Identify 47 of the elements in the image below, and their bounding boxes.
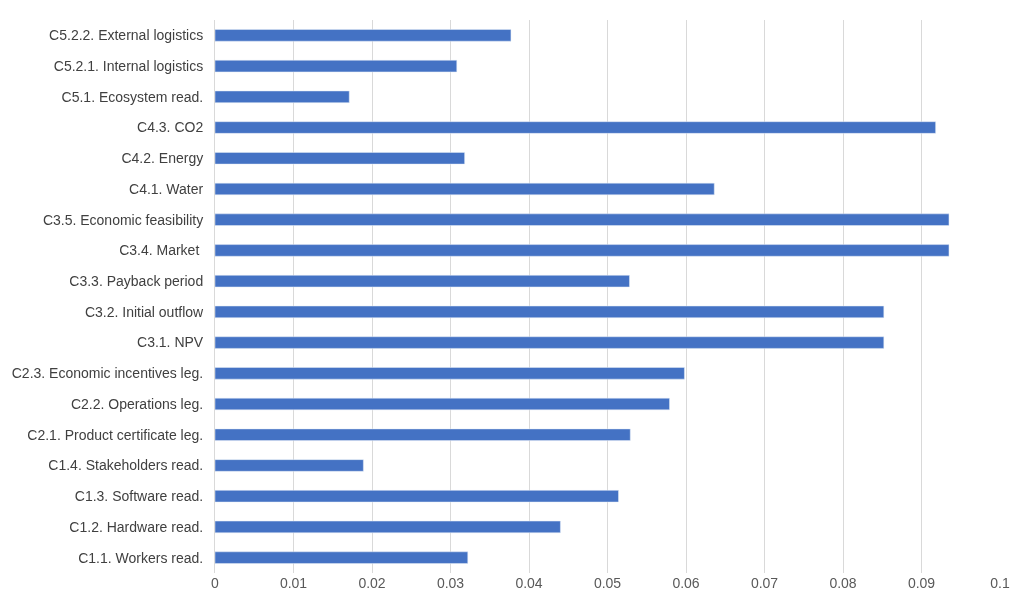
y-tick-label: C1.3. Software read. bbox=[74, 488, 204, 505]
x-tick-label: 0.04 bbox=[515, 575, 543, 591]
y-tick-label: C4.1. Water bbox=[129, 180, 204, 197]
bar bbox=[215, 551, 469, 564]
y-tick-label: C4.3. CO2 bbox=[137, 119, 204, 136]
x-tick-label: 0.1 bbox=[990, 575, 1010, 591]
x-tick-label: 0.09 bbox=[907, 575, 936, 591]
x-tick-label: 0.01 bbox=[279, 575, 308, 591]
bar bbox=[215, 459, 364, 472]
x-tick-label: 0.08 bbox=[829, 575, 857, 591]
y-tick-label: C5.2.2. External logistics bbox=[49, 27, 204, 44]
bar bbox=[215, 336, 885, 349]
bar bbox=[215, 121, 936, 134]
y-tick-label: C4.2. Energy bbox=[121, 150, 204, 167]
x-tick-label: 0.06 bbox=[672, 575, 700, 591]
y-tick-label: C3.3. Payback period bbox=[69, 273, 204, 290]
y-tick-label: C3.5. Economic feasibility bbox=[42, 211, 204, 228]
x-tick-label: 0.03 bbox=[436, 575, 465, 591]
bar bbox=[215, 90, 350, 103]
x-tick-label: 0 bbox=[211, 575, 220, 591]
y-tick-label: C5.1. Ecosystem read. bbox=[61, 88, 204, 105]
bar bbox=[215, 490, 619, 503]
bar bbox=[215, 275, 630, 288]
y-tick-label: C1.4. Stakeholders read. bbox=[48, 457, 204, 474]
x-tick-label: 0.05 bbox=[593, 575, 622, 591]
bar bbox=[215, 367, 685, 380]
bar bbox=[215, 244, 950, 257]
y-tick-label: C5.2.1. Internal logistics bbox=[53, 57, 204, 74]
x-tick-label: 0.02 bbox=[358, 575, 386, 591]
bar bbox=[215, 305, 885, 318]
bar bbox=[215, 520, 561, 533]
bar bbox=[215, 213, 950, 226]
bar bbox=[215, 152, 465, 165]
y-tick-label: C1.2. Hardware read. bbox=[69, 518, 204, 535]
y-tick-label: C2.2. Operations leg. bbox=[70, 395, 204, 412]
x-tick-label: 0.07 bbox=[750, 575, 779, 591]
y-tick-label: C3.4. Market bbox=[119, 242, 204, 259]
y-tick-label: C3.1. NPV bbox=[137, 334, 204, 351]
bar bbox=[215, 182, 715, 196]
bar bbox=[215, 428, 631, 441]
bar bbox=[215, 29, 512, 42]
bar bbox=[215, 60, 458, 73]
y-tick-label: C1.1. Workers read. bbox=[78, 549, 204, 566]
bar bbox=[215, 397, 670, 411]
y-tick-label: C3.2. Initial outflow bbox=[84, 303, 205, 320]
y-tick-label: C2.3. Economic incentives leg. bbox=[11, 365, 204, 382]
y-tick-label: C2.1. Product certificate leg. bbox=[27, 426, 204, 443]
